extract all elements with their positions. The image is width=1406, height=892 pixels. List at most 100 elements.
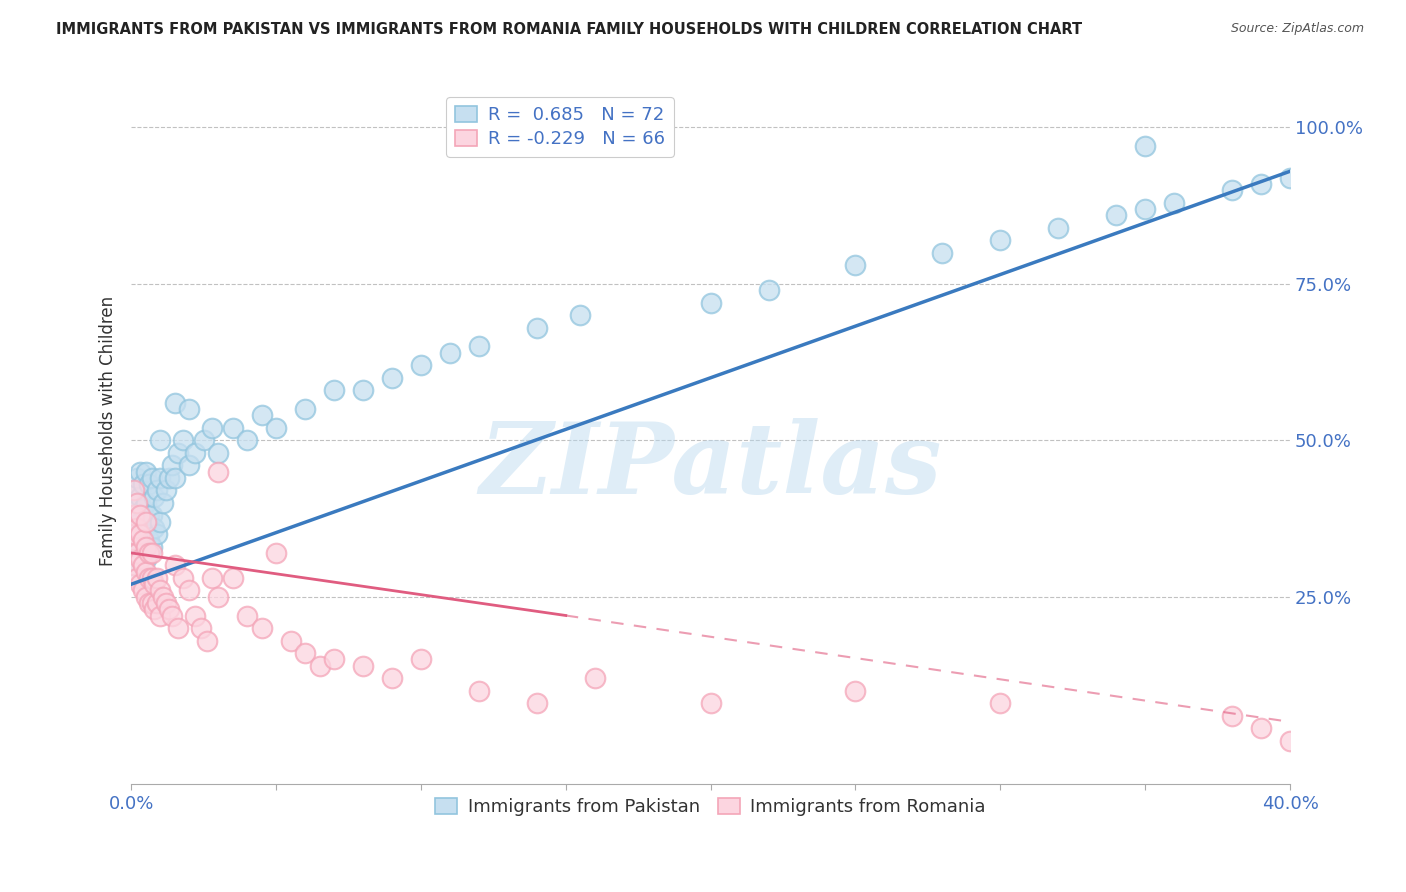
- Point: [132, 502, 155, 516]
- Point: [135, 515, 157, 529]
- Point: [409, 358, 432, 372]
- Point: [468, 339, 491, 353]
- Point: [122, 527, 145, 541]
- Point: [141, 508, 163, 523]
- Point: [129, 490, 152, 504]
- Point: [207, 590, 229, 604]
- Point: [988, 233, 1011, 247]
- Point: [146, 571, 169, 585]
- Point: [149, 434, 172, 448]
- Point: [152, 496, 174, 510]
- Point: [141, 540, 163, 554]
- Point: [138, 571, 160, 585]
- Point: [280, 633, 302, 648]
- Point: [1250, 721, 1272, 735]
- Point: [844, 258, 866, 272]
- Point: [132, 558, 155, 573]
- Point: [135, 552, 157, 566]
- Point: [172, 434, 194, 448]
- Point: [163, 471, 186, 485]
- Text: ZIPatlas: ZIPatlas: [479, 418, 942, 515]
- Point: [699, 696, 721, 710]
- Point: [120, 533, 142, 548]
- Point: [149, 515, 172, 529]
- Point: [1133, 139, 1156, 153]
- Point: [172, 571, 194, 585]
- Point: [699, 295, 721, 310]
- Point: [323, 652, 346, 666]
- Point: [138, 508, 160, 523]
- Point: [160, 608, 183, 623]
- Point: [236, 434, 259, 448]
- Point: [221, 421, 243, 435]
- Point: [758, 283, 780, 297]
- Point: [122, 558, 145, 573]
- Point: [1133, 202, 1156, 216]
- Point: [138, 533, 160, 548]
- Point: [122, 483, 145, 498]
- Point: [250, 409, 273, 423]
- Point: [439, 345, 461, 359]
- Point: [583, 671, 606, 685]
- Point: [1220, 708, 1243, 723]
- Point: [166, 621, 188, 635]
- Point: [179, 402, 201, 417]
- Point: [166, 446, 188, 460]
- Point: [132, 583, 155, 598]
- Point: [135, 496, 157, 510]
- Point: [409, 652, 432, 666]
- Point: [149, 471, 172, 485]
- Point: [1163, 195, 1185, 210]
- Point: [138, 477, 160, 491]
- Point: [526, 320, 548, 334]
- Point: [125, 496, 148, 510]
- Point: [125, 546, 148, 560]
- Point: [236, 608, 259, 623]
- Point: [135, 465, 157, 479]
- Point: [152, 590, 174, 604]
- Point: [122, 527, 145, 541]
- Point: [844, 683, 866, 698]
- Point: [132, 477, 155, 491]
- Point: [143, 602, 166, 616]
- Point: [129, 540, 152, 554]
- Point: [146, 527, 169, 541]
- Point: [163, 396, 186, 410]
- Point: [201, 571, 224, 585]
- Point: [179, 583, 201, 598]
- Point: [294, 646, 316, 660]
- Point: [125, 521, 148, 535]
- Point: [193, 434, 215, 448]
- Point: [143, 490, 166, 504]
- Point: [135, 565, 157, 579]
- Point: [352, 384, 374, 398]
- Legend: Immigrants from Pakistan, Immigrants from Romania: Immigrants from Pakistan, Immigrants fro…: [426, 789, 995, 825]
- Point: [1250, 177, 1272, 191]
- Point: [308, 658, 330, 673]
- Point: [468, 683, 491, 698]
- Point: [294, 402, 316, 417]
- Point: [381, 671, 404, 685]
- Point: [149, 583, 172, 598]
- Point: [1279, 170, 1302, 185]
- Point: [129, 577, 152, 591]
- Point: [988, 696, 1011, 710]
- Point: [129, 515, 152, 529]
- Point: [143, 521, 166, 535]
- Point: [179, 458, 201, 473]
- Point: [125, 571, 148, 585]
- Point: [125, 496, 148, 510]
- Point: [207, 465, 229, 479]
- Point: [155, 483, 177, 498]
- Point: [122, 483, 145, 498]
- Point: [132, 527, 155, 541]
- Point: [1105, 208, 1128, 222]
- Point: [221, 571, 243, 585]
- Point: [352, 658, 374, 673]
- Text: Source: ZipAtlas.com: Source: ZipAtlas.com: [1230, 22, 1364, 36]
- Point: [138, 546, 160, 560]
- Point: [129, 465, 152, 479]
- Point: [143, 577, 166, 591]
- Point: [141, 546, 163, 560]
- Point: [146, 596, 169, 610]
